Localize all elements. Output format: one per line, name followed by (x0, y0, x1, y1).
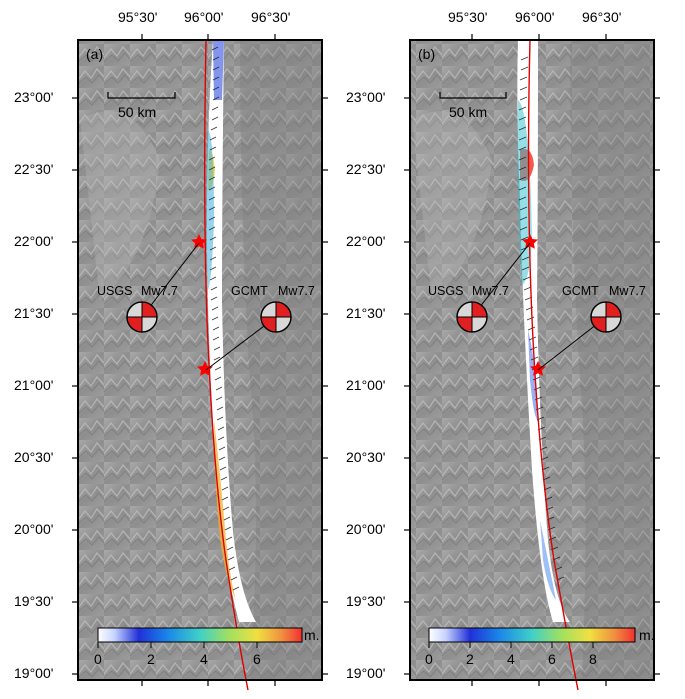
panel-b-gcmt-mag: Mw7.7 (609, 284, 646, 298)
panel-a-lat-label-3: 22°00' (14, 233, 54, 249)
panel-a-gcmt-epicenter (197, 361, 213, 376)
panel-a-lat-label-1: 23°00' (14, 89, 54, 105)
panel-b-scale-bar (439, 92, 507, 99)
panel-b-lat-label-9: 19°00' (346, 665, 386, 681)
panel-b-frame (409, 39, 655, 681)
panel-b-lon-label-2: 96°00' (515, 9, 555, 25)
panel-a-label: (a) (86, 46, 104, 62)
panel-a-cbar-tick-2: 2 (147, 651, 155, 667)
panel-b-usgs-mag: Mw7.7 (472, 284, 509, 298)
panel-b-cbar-tick-0: 0 (425, 651, 433, 667)
panel-b-lat-label-8: 19°30' (346, 593, 386, 609)
panel-a-lon-label-1: 95°30' (118, 9, 158, 25)
panel-a-lat-label-7: 20°00' (14, 521, 54, 537)
panel-a-gcmt-mag: Mw7.7 (278, 284, 315, 298)
panel-a-lat-label-8: 19°30' (14, 593, 54, 609)
panel-b-cbar-tick-4: 4 (507, 651, 515, 667)
panel-b-lat-label-5: 21°00' (346, 377, 386, 393)
panel-a-lon-label-2: 96°00' (184, 9, 224, 25)
panel-a-gcmt-label: GCMT (231, 284, 268, 298)
panel-a-usgs-beachball (126, 301, 158, 333)
panel-a-cbar-tick-4: 4 (200, 651, 208, 667)
panel-a-lat-label-5: 21°00' (14, 377, 54, 393)
panel-b-lat-label-3: 22°00' (346, 233, 386, 249)
panel-b-gcmt-label: GCMT (562, 284, 599, 298)
panel-b-lat-label-7: 20°00' (346, 521, 386, 537)
panel-b-lat-label-2: 22°30' (346, 161, 386, 177)
panel-b-scale-label: 50 km (449, 104, 488, 120)
panel-a-lon-label-3: 96°30' (251, 9, 291, 25)
axis-ticks (72, 34, 660, 686)
panel-b-cbar-unit: m. (639, 627, 655, 643)
panel-b-fault-trace (527, 39, 579, 691)
panel-b-cbar-tick-8: 8 (589, 651, 597, 667)
panel-a-lat-label-2: 22°30' (14, 161, 54, 177)
panel-a-scale-label: 50 km (118, 104, 157, 120)
panel-b-cbar-tick-6: 6 (548, 651, 556, 667)
panel-b-label: (b) (418, 46, 436, 62)
panel-a-lat-label-4: 21°30' (14, 305, 54, 321)
panel-a-cbar-tick-6: 6 (253, 651, 261, 667)
panel-b-colorbar (428, 627, 636, 643)
panel-b-usgs-epicenter (522, 234, 538, 249)
panel-b-gcmt-epicenter (530, 361, 546, 376)
panel-b-usgs-leader (471, 242, 531, 318)
panel-a-scale-bar (107, 92, 176, 99)
panel-a-colorbar (97, 627, 303, 643)
panel-a-relief (78, 40, 322, 680)
panel-a-slip-vectors (208, 46, 240, 591)
panel-a-fault-trace (204, 39, 249, 691)
panel-a-usgs-mag: Mw7.7 (141, 284, 178, 298)
panel-a-lat-label-9: 19°00' (14, 665, 54, 681)
panel-b-usgs-beachball (456, 301, 488, 333)
panel-b-cbar-tick-2: 2 (466, 651, 474, 667)
panel-a-cbar-tick-0: 0 (94, 651, 102, 667)
panel-b-lon-label-3: 96°30' (582, 9, 622, 25)
panel-a-frame (77, 39, 323, 681)
panel-b-lat-label-4: 21°30' (346, 305, 386, 321)
panel-a (77, 39, 323, 691)
panel-a-usgs-epicenter (191, 234, 207, 249)
panel-a-cbar-unit: m. (304, 627, 320, 643)
panel-b-lat-label-1: 23°00' (346, 89, 386, 105)
panel-b-gcmt-beachball (590, 301, 622, 333)
panel-b-lat-label-6: 20°30' (346, 449, 386, 465)
panel-a-lat-label-6: 20°30' (14, 449, 54, 465)
panel-b (409, 39, 655, 691)
panel-a-usgs-label: USGS (97, 284, 133, 298)
panel-a-gcmt-beachball (260, 301, 292, 333)
panel-b-lon-label-1: 95°30' (448, 9, 488, 25)
panel-b-usgs-label: USGS (428, 284, 464, 298)
